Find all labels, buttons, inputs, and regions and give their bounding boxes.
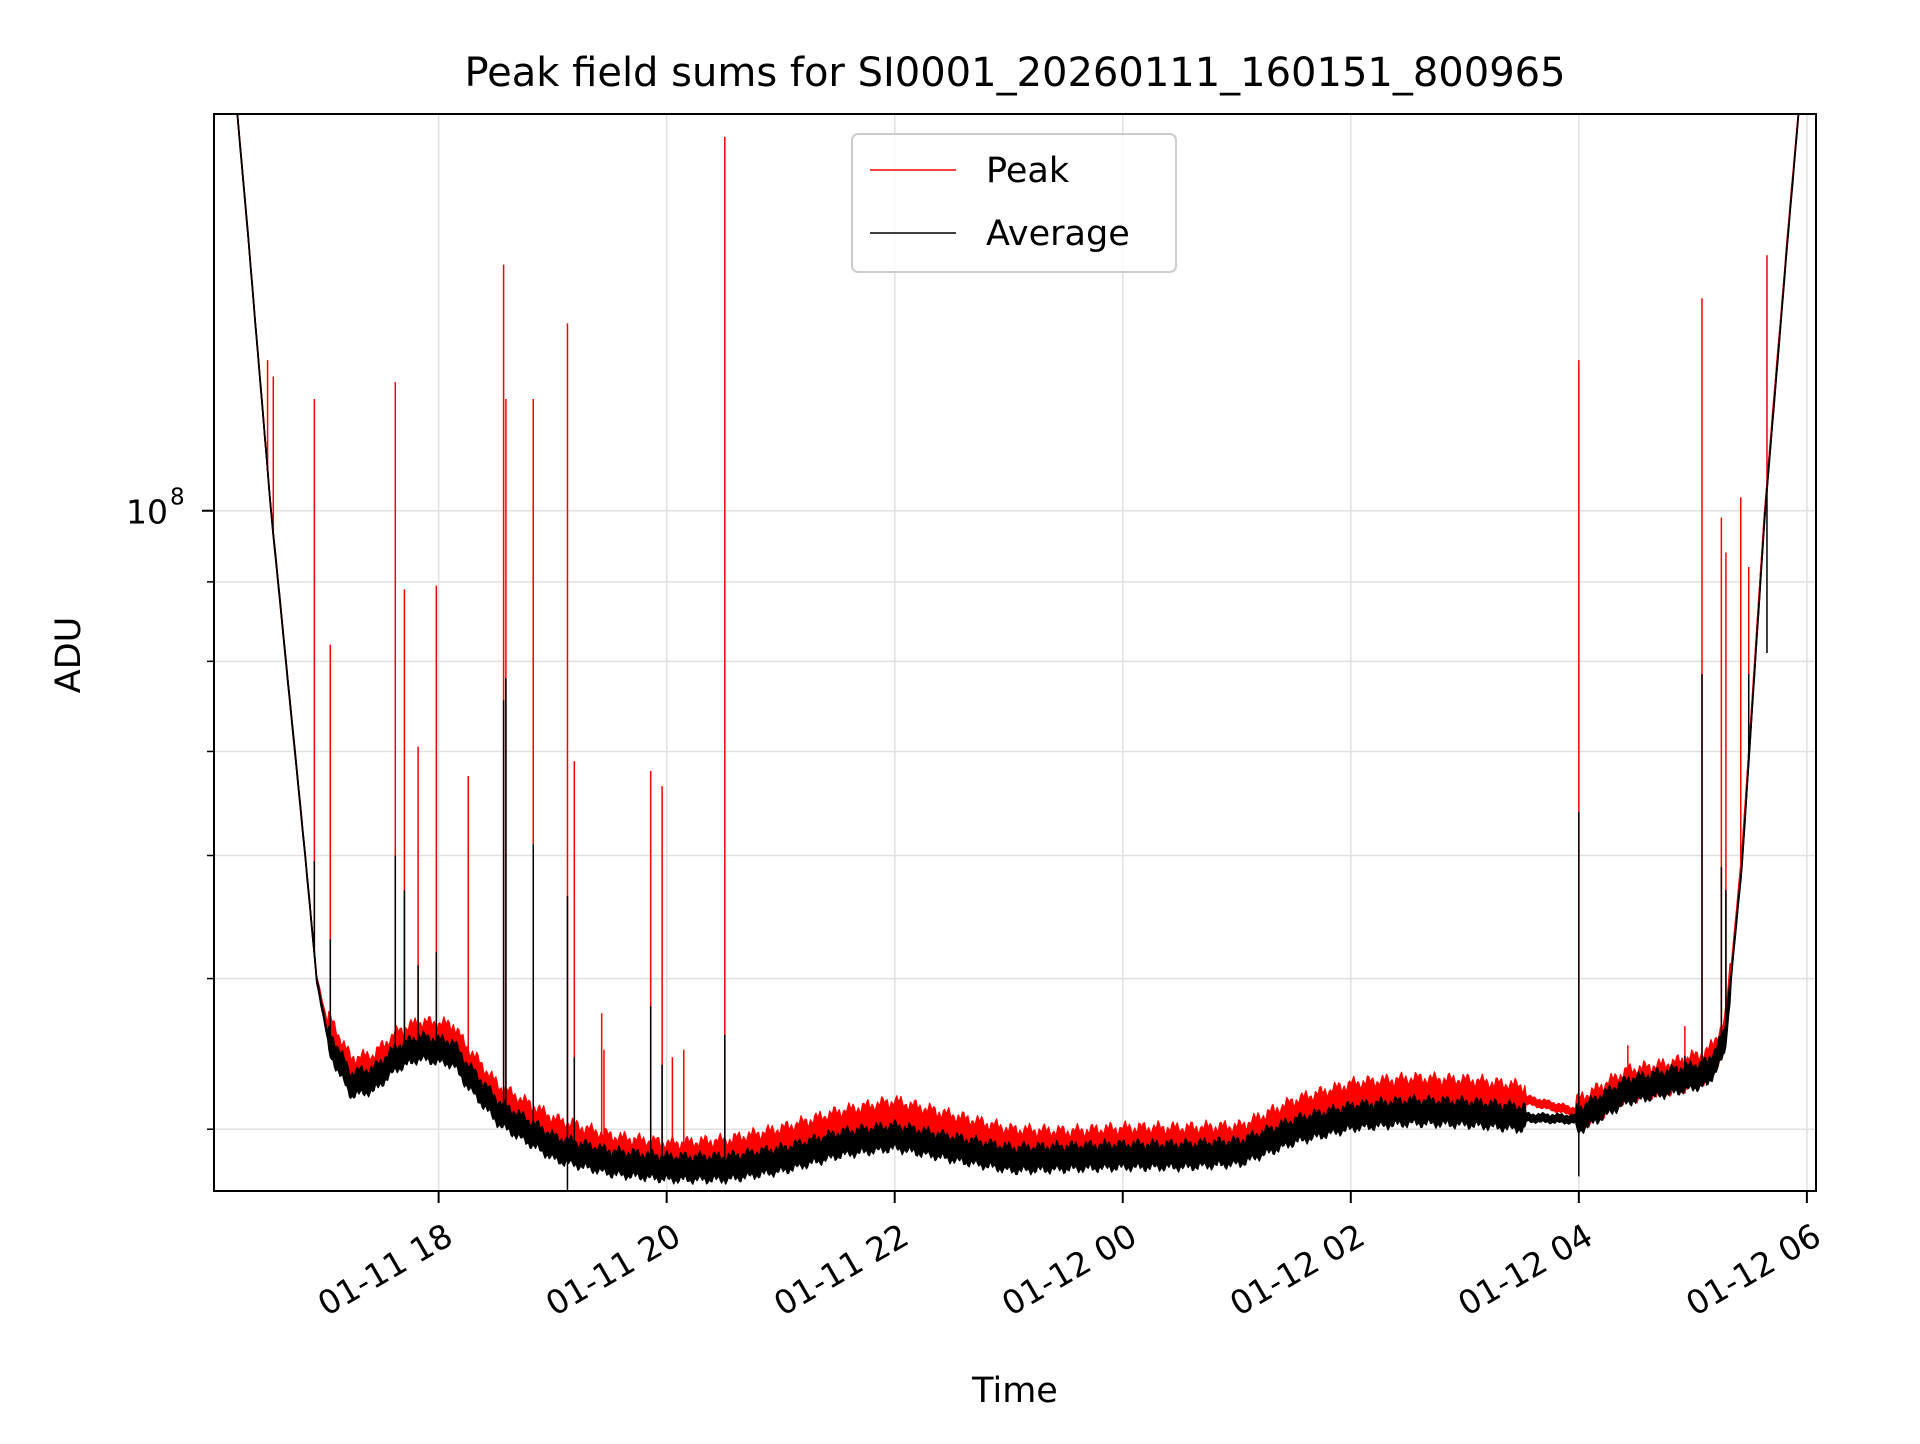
average-series-band: [236, 114, 1800, 1185]
legend-peak-label: Peak: [986, 151, 1070, 191]
chart-title: Peak field sums for SI0001_20260111_1601…: [464, 50, 1565, 96]
legend-average-label: Average: [986, 214, 1130, 254]
grid-layer: [214, 114, 1816, 1191]
x-axis-label: Time: [971, 1371, 1058, 1411]
y-axis-label: ADU: [49, 617, 89, 694]
plot-frame: [213, 113, 1817, 1192]
series-layer: [236, 114, 1800, 1191]
legend: Peak Average: [851, 133, 1177, 273]
y-tick-exponent: 8: [170, 485, 185, 511]
legend-box: [851, 133, 1177, 273]
y-tick-label: 10: [126, 493, 168, 532]
average-series-line: [236, 114, 1800, 1169]
